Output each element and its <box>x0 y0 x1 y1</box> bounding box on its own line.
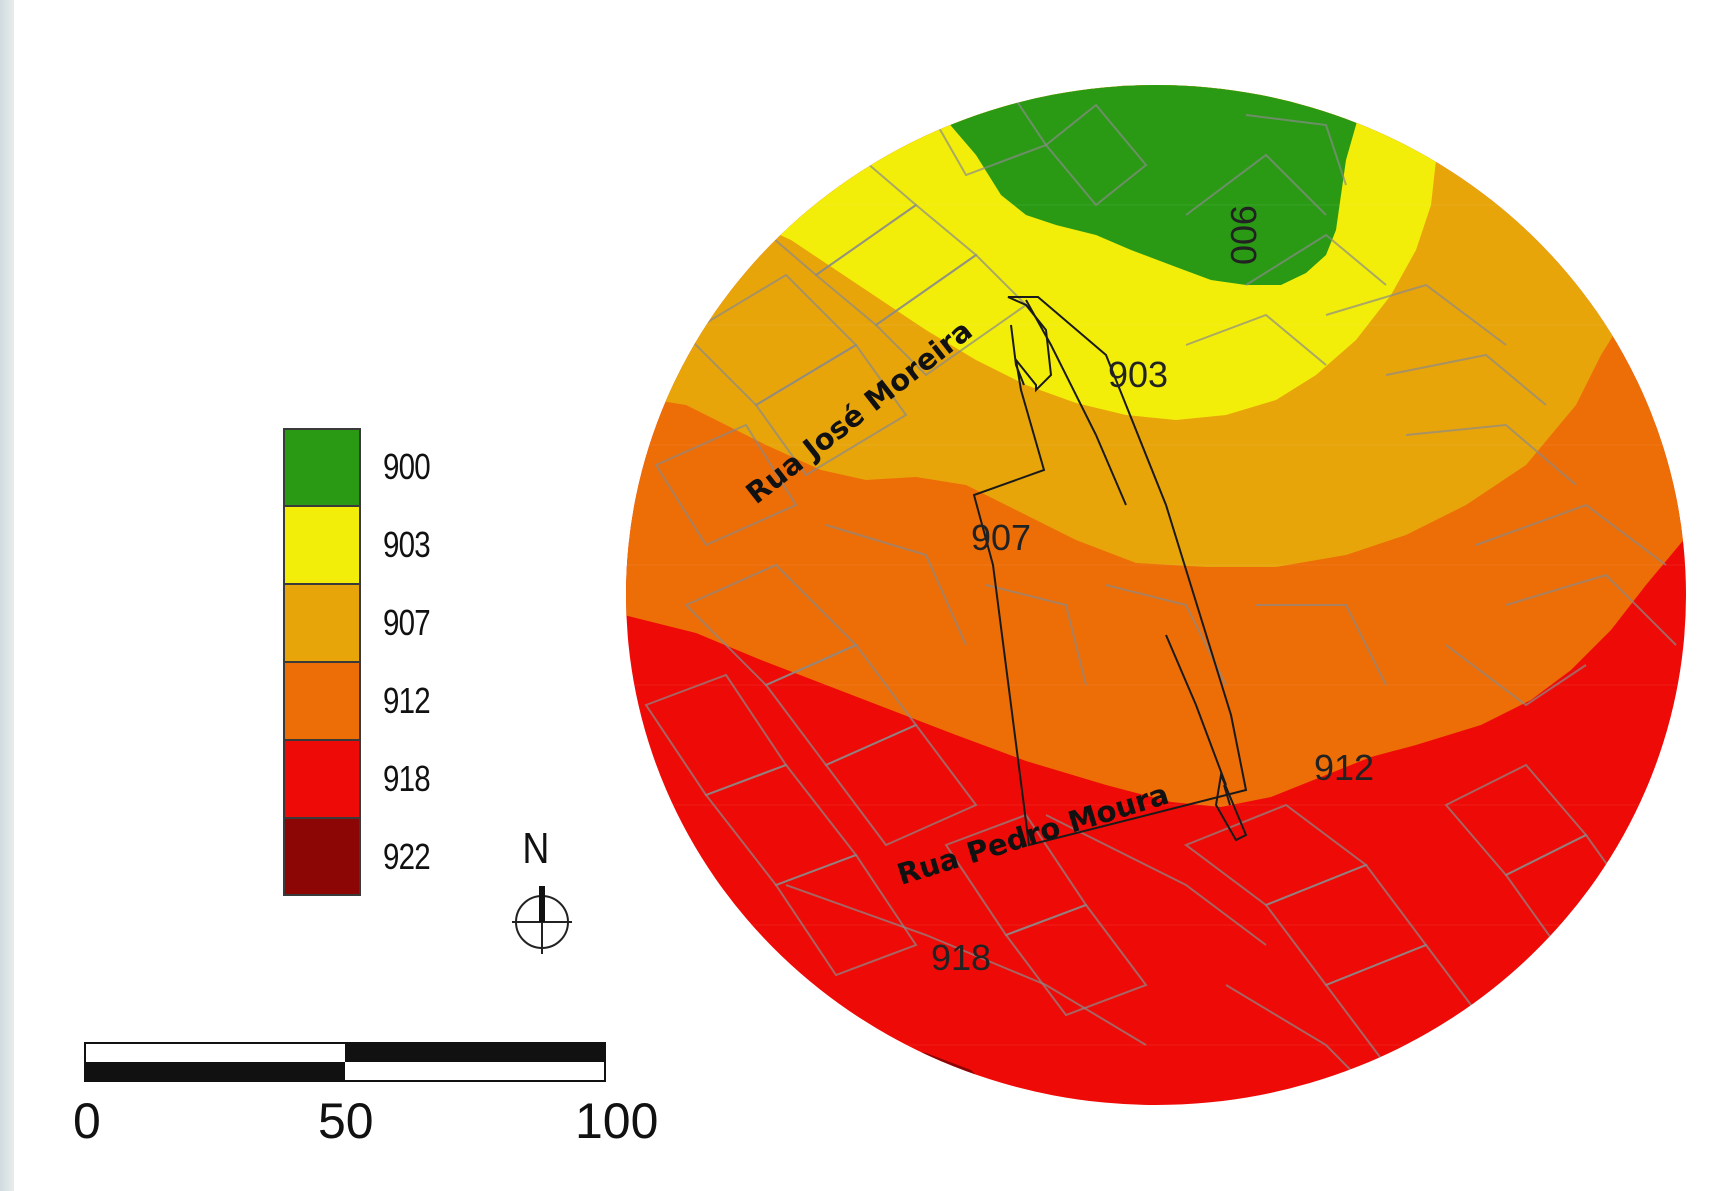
legend-label: 912 <box>383 680 431 721</box>
legend-swatch <box>283 818 361 896</box>
legend-item-907: 907 <box>283 584 440 662</box>
legend-label: 903 <box>383 524 431 565</box>
scale-bar-graphic <box>84 1042 606 1082</box>
legend-item-922: 922 <box>283 818 440 896</box>
legend-item-918: 918 <box>283 740 440 818</box>
legend-swatch <box>283 584 361 662</box>
legend-label: 922 <box>383 836 431 877</box>
parcel-lines <box>644 85 1677 1105</box>
legend-swatch <box>283 740 361 818</box>
project-outline <box>972 296 1248 847</box>
contour-label-912: 912 <box>1314 747 1374 788</box>
legend-swatch <box>283 428 361 506</box>
scale-label-50: 50 <box>318 1093 374 1149</box>
north-label: N <box>522 824 550 873</box>
legend-label: 900 <box>383 446 431 487</box>
elevation-legend: 900 903 907 912 918 922 <box>283 428 440 896</box>
scale-bar: 0 50 100 <box>70 1038 670 1149</box>
scale-label-100: 100 <box>575 1093 659 1149</box>
north-arrow: N <box>498 824 588 974</box>
contour-label-918: 918 <box>931 937 991 978</box>
contour-label-900: 900 <box>1223 205 1264 265</box>
legend-label: 918 <box>383 758 431 799</box>
contour-label-907: 907 <box>971 517 1031 558</box>
legend-item-912: 912 <box>283 662 440 740</box>
zone-900 <box>906 85 1366 285</box>
compass-icon <box>512 886 572 954</box>
legend-swatch <box>283 506 361 584</box>
legend-item-903: 903 <box>283 506 440 584</box>
legend-swatch <box>283 662 361 740</box>
elevation-map: 900 903 907 912 918 Rua José Moreira Rua… <box>626 85 1686 1105</box>
legend-item-900: 900 <box>283 428 440 506</box>
legend-label: 907 <box>383 602 431 643</box>
contour-label-903: 903 <box>1108 354 1168 395</box>
scale-label-0: 0 <box>73 1093 101 1149</box>
